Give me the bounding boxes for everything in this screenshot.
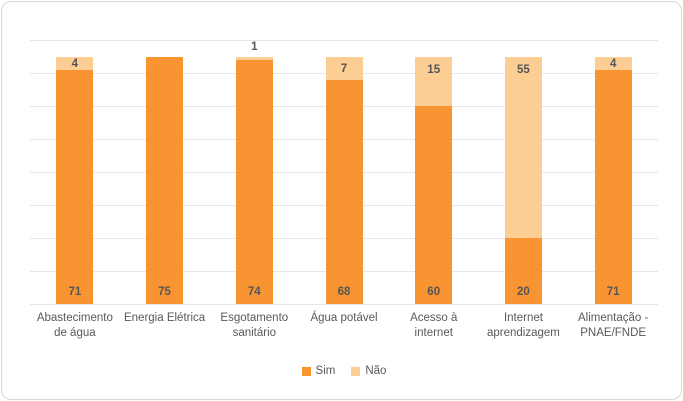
category-label-4: Água potável xyxy=(310,312,378,324)
legend-swatch-icon xyxy=(301,366,311,376)
segment-nao xyxy=(56,56,94,70)
segment-sim: 71 xyxy=(56,69,94,304)
bar-6: 55 20 xyxy=(504,56,542,304)
data-label-sim: 20 xyxy=(517,286,530,298)
category-label-7: Alimentação - PNAE/FNDE xyxy=(578,312,649,339)
data-label-sim: 75 xyxy=(158,286,171,298)
data-label-sim: 60 xyxy=(427,286,441,298)
bar-1: 4 71 xyxy=(56,56,94,304)
data-label-nao: 1 xyxy=(251,40,258,53)
data-label-nao: 4 xyxy=(609,57,617,70)
segment-sim: 60 xyxy=(415,106,453,304)
segment-nao xyxy=(325,56,363,80)
legend-item-sim: Sim xyxy=(301,365,336,377)
segment-sim: 71 xyxy=(594,69,632,304)
legend-label: Não xyxy=(365,365,387,377)
data-label-sim: 68 xyxy=(337,286,351,298)
data-label-nao: 55 xyxy=(517,63,530,76)
segment-nao xyxy=(235,56,273,60)
data-label-nao: 15 xyxy=(427,63,441,76)
segment-sim: 74 xyxy=(235,59,273,304)
data-label-sim: 71 xyxy=(68,286,82,298)
data-label-sim: 71 xyxy=(606,286,620,298)
legend-item-não: Não xyxy=(351,365,386,377)
bar-7: 4 71 xyxy=(594,56,632,304)
data-label-sim: 74 xyxy=(247,286,261,298)
category-label-6: Internet aprendizagem xyxy=(487,312,560,339)
gridline-y-0 xyxy=(30,304,658,305)
category-label-2: Energia Elétrica xyxy=(123,312,206,324)
legend-label: Sim xyxy=(315,365,336,377)
bar-3: 1 74 xyxy=(235,41,273,304)
category-label-5: Acesso à internet xyxy=(410,312,458,339)
segment-nao xyxy=(594,56,632,70)
segment-sim: 68 xyxy=(325,79,363,304)
bar-5: 15 60 xyxy=(415,56,453,304)
category-label-3: Esgotamento sanitário xyxy=(220,312,289,339)
segment-nao xyxy=(415,56,453,106)
legend-swatch-icon xyxy=(351,366,361,376)
bar-2: 75 xyxy=(146,56,184,304)
category-label-1: Abastecimento de água xyxy=(36,312,113,339)
chart-legend: Sim Não xyxy=(30,363,658,379)
segment-sim: 20 xyxy=(504,238,542,304)
segment-nao xyxy=(504,56,542,238)
gridline-y-80 xyxy=(30,40,658,41)
x-axis-labels: Abastecimento de água Energia Elétrica Esg… xyxy=(30,311,658,341)
segment-sim: 75 xyxy=(146,56,184,304)
bar-4: 7 68 xyxy=(325,56,363,304)
data-label-nao: 4 xyxy=(71,57,79,70)
plot-area: 4 71 75 1 74 7 68 15 60 55 20 4 71 xyxy=(30,40,658,305)
data-label-nao: 7 xyxy=(340,62,348,75)
